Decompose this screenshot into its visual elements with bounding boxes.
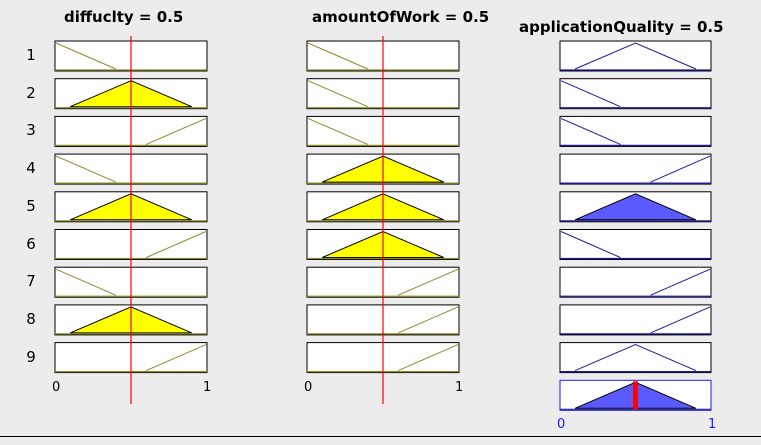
input2-rule3-curve (307, 117, 368, 145)
input1-rule9-curve (146, 344, 207, 372)
input-amountofwork-title: amountOfWork = 0.5 (312, 8, 490, 26)
rule-number-4[interactable]: 4 (26, 159, 36, 178)
output-rule7-box (559, 266, 712, 298)
output-rule7-curve (650, 268, 711, 296)
input2-rule7-curve (398, 268, 459, 296)
input1-rule7-curve (55, 268, 116, 296)
output-rule9-box (559, 342, 712, 374)
input2-rule1-curve (307, 42, 368, 70)
input1-rule4-curve (55, 155, 116, 183)
rule-number-2[interactable]: 2 (26, 83, 36, 102)
rule-number-7[interactable]: 7 (26, 272, 36, 291)
rule-number-9[interactable]: 9 (26, 347, 36, 366)
rule-number-6[interactable]: 6 (26, 234, 36, 253)
output-rule4-curve (650, 155, 711, 183)
input-diffuclty-title: diffuclty = 0.5 (64, 8, 184, 26)
input2-rule2-curve (307, 80, 368, 108)
input1-rule3-curve (146, 117, 207, 145)
rule-number-8[interactable]: 8 (26, 309, 36, 328)
applicationquality-axis-min: 0 (557, 417, 566, 432)
output-rule1-curve (574, 42, 697, 70)
output-rule8-curve (650, 306, 711, 334)
output-rule3-box (559, 115, 712, 147)
diffuclty-axis-max: 1 (203, 380, 212, 395)
output-rule6-box (559, 229, 712, 260)
output-rule1-box (559, 40, 712, 72)
output-rule6-curve (560, 231, 621, 258)
output-rule5-fill (574, 193, 697, 221)
output-rule4-box (559, 153, 712, 185)
applicationquality-axis-max: 1 (708, 417, 717, 432)
input1-rule6-curve (146, 231, 207, 258)
output-rule2-curve (560, 80, 621, 108)
rule-number-5[interactable]: 5 (26, 196, 36, 215)
bottom-divider (0, 436, 761, 437)
rule-number-3[interactable]: 3 (26, 121, 36, 140)
input1-rule1-curve (55, 42, 116, 70)
amountofwork-axis-max: 1 (455, 380, 464, 395)
output-rule2-box (559, 78, 712, 110)
input2-rule8-curve (398, 306, 459, 334)
diffuclty-axis-min: 0 (52, 380, 61, 395)
input2-rule9-curve (398, 344, 459, 372)
output-rule9-curve (574, 344, 697, 372)
output-rule3-curve (560, 117, 621, 145)
output-rule8-box (559, 304, 712, 336)
amountofwork-axis-min: 0 (304, 380, 313, 395)
rule-number-1[interactable]: 1 (26, 46, 36, 64)
output-applicationquality-title: applicationQuality = 0.5 (519, 18, 724, 36)
